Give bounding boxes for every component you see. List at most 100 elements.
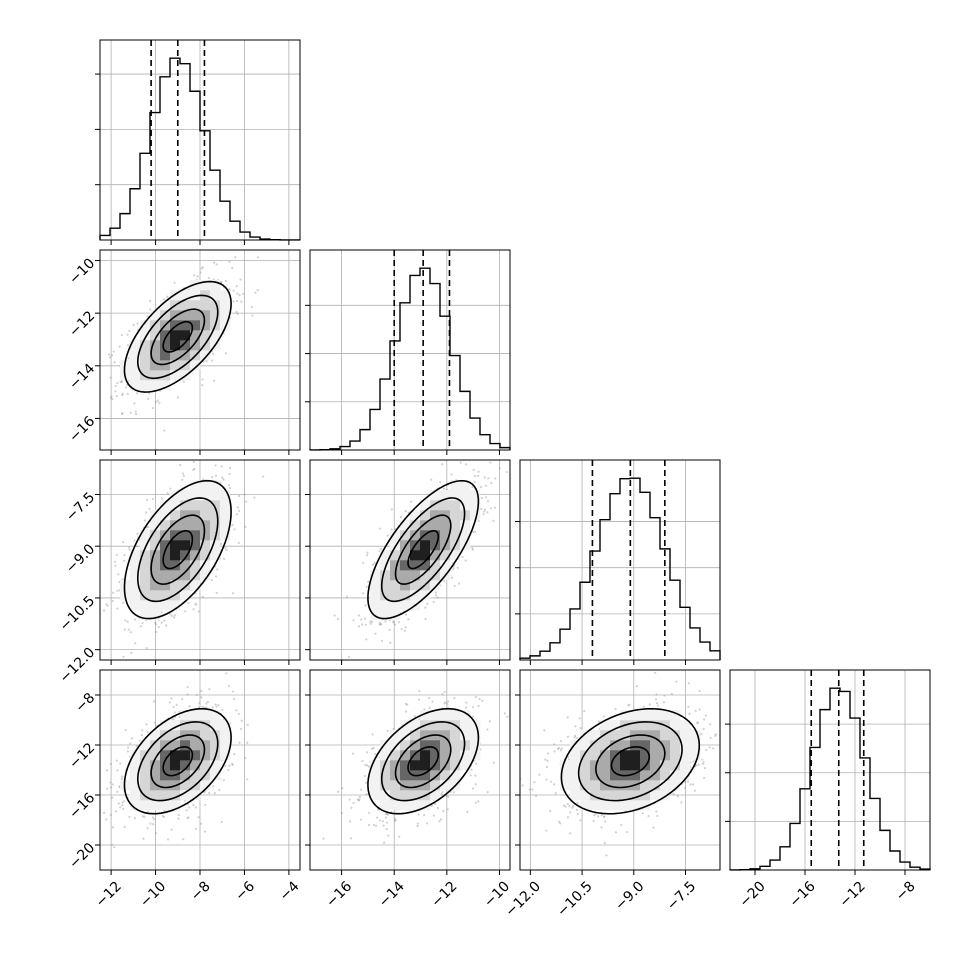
scatter-point: [160, 611, 163, 614]
density-cell: [470, 490, 481, 501]
density-cell: [410, 760, 421, 771]
scatter-point: [124, 386, 127, 389]
density-cell: [650, 720, 661, 731]
scatter-point: [110, 786, 113, 789]
scatter-point: [386, 813, 389, 816]
density-cell: [130, 570, 141, 581]
density-cell: [220, 730, 231, 741]
density-cell: [430, 750, 441, 761]
density-cell: [460, 760, 471, 771]
density-cell: [160, 780, 171, 791]
scatter-point: [614, 708, 617, 711]
density-cell: [600, 790, 611, 801]
density-cell: [200, 710, 211, 721]
scatter-point: [426, 602, 429, 605]
scatter-point: [120, 333, 123, 337]
density-cell: [170, 350, 181, 361]
scatter-point: [224, 352, 228, 355]
scatter-point: [122, 807, 125, 811]
density-cell: [190, 500, 201, 511]
density-cell: [190, 290, 201, 301]
density-cell: [390, 610, 401, 621]
density-cell: [420, 730, 431, 741]
scatter-point: [108, 356, 111, 359]
scatter-point: [139, 625, 143, 628]
contour-2-0-0: [162, 529, 194, 570]
scatter-point: [133, 539, 136, 542]
density-cell: [440, 780, 451, 791]
density-cell: [610, 750, 621, 761]
scatter-point: [201, 705, 204, 709]
scatter-point: [143, 519, 146, 522]
density-cell: [450, 530, 461, 541]
scatter-point: [205, 702, 208, 705]
density-cell: [140, 570, 151, 581]
density-cell: [180, 330, 191, 341]
density-cell: [370, 600, 381, 611]
scatter-point: [556, 747, 560, 751]
scatter-point: [692, 783, 695, 786]
scatter-point: [178, 710, 181, 713]
scatter-point: [603, 842, 606, 845]
scatter-point: [211, 706, 214, 709]
scatter-point: [231, 523, 234, 526]
density-cell: [390, 800, 401, 811]
scatter-point: [133, 817, 137, 820]
density-cell: [160, 770, 171, 781]
scatter-point: [120, 775, 124, 778]
scatter-point: [116, 607, 119, 610]
scatter-point: [340, 812, 343, 815]
density-cell: [420, 550, 431, 561]
scatter-point: [134, 410, 137, 413]
scatter-point: [195, 603, 198, 606]
scatter-point: [165, 624, 168, 627]
scatter-point: [215, 705, 218, 708]
scatter-point: [221, 708, 224, 711]
scatter-point: [399, 516, 403, 519]
scatter-frame-3-2: [519, 669, 721, 871]
scatter-point: [486, 500, 490, 503]
scatter-point: [168, 701, 171, 704]
density-cell: [380, 580, 391, 591]
scatter-point: [145, 511, 148, 514]
scatter-point: [545, 778, 548, 781]
scatter-point: [432, 600, 435, 604]
density-cell: [180, 510, 191, 521]
density-cell: [450, 550, 461, 561]
scatter-point: [428, 706, 431, 709]
scatter-point: [146, 498, 149, 501]
density-cell: [470, 730, 481, 741]
density-cell: [650, 740, 661, 751]
hist-panel-3: [725, 669, 931, 871]
density-cell: [170, 790, 181, 801]
scatter-point: [120, 380, 123, 384]
scatter-point: [154, 621, 157, 624]
scatter-point: [434, 802, 437, 805]
density-cell: [380, 740, 391, 751]
scatter-point: [471, 485, 474, 489]
density-cell: [160, 580, 171, 591]
density-cell: [160, 330, 171, 341]
scatter-point: [211, 475, 214, 479]
scatter-point: [122, 800, 126, 803]
density-cell: [620, 730, 631, 741]
density-cell: [450, 730, 461, 741]
density-cell: [180, 550, 191, 561]
scatter-point: [371, 733, 374, 736]
scatter-point: [404, 510, 407, 513]
density-cell: [170, 570, 181, 581]
scatter-point: [479, 485, 483, 489]
scatter-point: [579, 819, 582, 822]
scatter-point: [648, 703, 651, 706]
scatter-point: [170, 614, 174, 618]
scatter-point: [146, 730, 149, 734]
scatter-point: [220, 820, 223, 823]
scatter-point: [487, 477, 490, 480]
density-cell: [130, 600, 141, 611]
density-cell: [190, 280, 201, 291]
density-cell: [180, 790, 191, 801]
scatter-point: [231, 266, 234, 270]
density-cell: [660, 710, 671, 721]
density-cell: [470, 510, 481, 521]
density-cell: [390, 590, 401, 601]
